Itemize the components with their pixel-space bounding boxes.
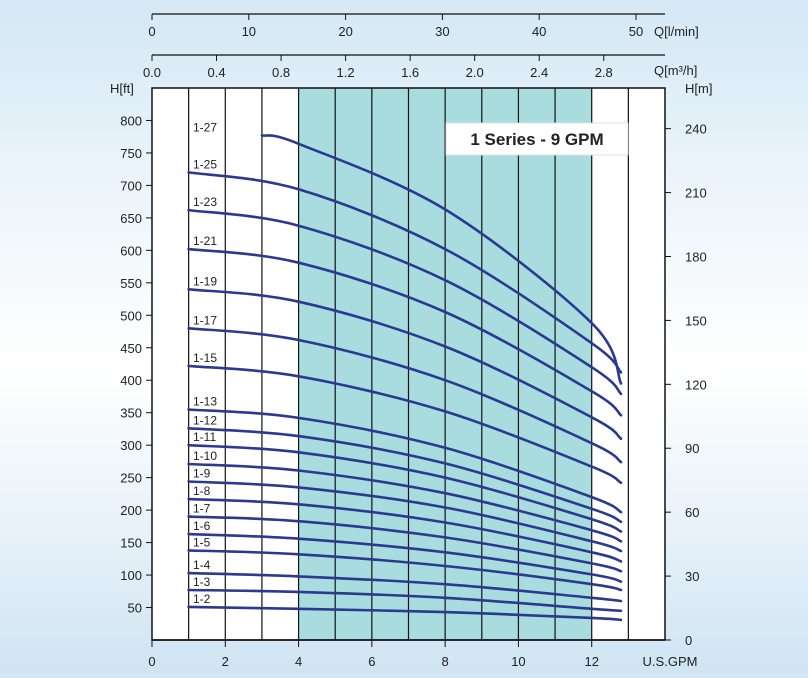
series-line-1-8 bbox=[187, 497, 623, 563]
series-label-1-25: 1-25 bbox=[193, 157, 217, 171]
series-line-1-9 bbox=[187, 480, 623, 553]
series-line-1-6 bbox=[187, 532, 623, 583]
series-line-1-4 bbox=[187, 571, 623, 603]
y-right-axis-label: H[m] bbox=[685, 81, 712, 96]
series-line-1-2 bbox=[187, 605, 623, 622]
series-line-1-19 bbox=[187, 288, 623, 440]
x-top-lmin-tick-label: 40 bbox=[532, 24, 546, 39]
y-right-tick-label: 210 bbox=[685, 186, 707, 201]
series-label-1-19: 1-19 bbox=[193, 274, 217, 288]
y-left-tick-label: 250 bbox=[120, 471, 142, 486]
series-line-1-21 bbox=[187, 247, 623, 417]
series-label-1-21: 1-21 bbox=[193, 234, 217, 248]
x-top-lmin-tick-label: 30 bbox=[435, 24, 449, 39]
y-left-tick-label: 700 bbox=[120, 178, 142, 193]
y-right-tick-label: 0 bbox=[685, 633, 692, 648]
series-label-1-10: 1-10 bbox=[193, 449, 217, 463]
x-top-m3h-tick-label: 0.0 bbox=[143, 65, 161, 80]
series-label-1-9: 1-9 bbox=[193, 467, 211, 481]
series-line-1-12 bbox=[187, 427, 623, 524]
x-bottom-tick-label: 12 bbox=[584, 654, 598, 669]
x-top-m3h-tick-label: 0.8 bbox=[272, 65, 290, 80]
series-label-1-15: 1-15 bbox=[193, 351, 217, 365]
y-right-tick-label: 60 bbox=[685, 505, 699, 520]
x-bottom-tick-label: 2 bbox=[222, 654, 229, 669]
series-label-1-4: 1-4 bbox=[193, 558, 211, 572]
y-left-tick-label: 550 bbox=[120, 276, 142, 291]
y-left-tick-label: 650 bbox=[120, 211, 142, 226]
x-top-lmin-tick-label: 0 bbox=[148, 24, 155, 39]
series-line-1-13 bbox=[187, 408, 623, 514]
x-bottom-tick-label: 0 bbox=[148, 654, 155, 669]
x-top-m3h-tick-label: 2.0 bbox=[466, 65, 484, 80]
x-top-lmin-tick-label: 50 bbox=[629, 24, 643, 39]
x-bottom-tick-label: 8 bbox=[442, 654, 449, 669]
series-label-1-27: 1-27 bbox=[193, 120, 217, 134]
series-label-1-12: 1-12 bbox=[193, 413, 217, 427]
y-left-tick-label: 500 bbox=[120, 308, 142, 323]
series-label-1-3: 1-3 bbox=[193, 575, 211, 589]
x-top-lmin-tick-label: 10 bbox=[242, 24, 256, 39]
series-line-1-11 bbox=[187, 443, 623, 533]
y-left-tick-label: 450 bbox=[120, 341, 142, 356]
y-left-axis-label: H[ft] bbox=[110, 81, 134, 96]
x-top-lmin-axis-label: Q[l/min] bbox=[654, 24, 699, 39]
y-right-tick-label: 30 bbox=[685, 569, 699, 584]
series-label-1-23: 1-23 bbox=[193, 195, 217, 209]
series-label-1-13: 1-13 bbox=[193, 394, 217, 408]
series-line-1-3 bbox=[187, 588, 623, 613]
y-left-tick-label: 100 bbox=[120, 568, 142, 583]
x-top-m3h-tick-label: 1.6 bbox=[401, 65, 419, 80]
title-box bbox=[445, 122, 629, 156]
y-right-tick-label: 120 bbox=[685, 377, 707, 392]
series-label-1-8: 1-8 bbox=[193, 484, 211, 498]
y-left-tick-label: 600 bbox=[120, 243, 142, 258]
y-left-tick-label: 50 bbox=[128, 601, 142, 616]
series-label-1-17: 1-17 bbox=[193, 313, 217, 327]
x-bottom-axis-label: U.S.GPM bbox=[643, 654, 698, 669]
series-line-1-17 bbox=[187, 327, 623, 464]
y-right-tick-label: 240 bbox=[685, 122, 707, 137]
y-right-tick-label: 90 bbox=[685, 441, 699, 456]
y-left-tick-label: 150 bbox=[120, 536, 142, 551]
y-right-tick-label: 180 bbox=[685, 249, 707, 264]
series-line-1-5 bbox=[187, 549, 623, 592]
x-top-m3h-tick-label: 2.4 bbox=[530, 65, 548, 80]
chart-title: 1 Series - 9 GPM bbox=[470, 130, 603, 149]
x-top-m3h-tick-label: 2.8 bbox=[595, 65, 613, 80]
series-line-1-7 bbox=[187, 515, 623, 573]
x-top-m3h-tick-label: 0.4 bbox=[207, 65, 225, 80]
x-bottom-tick-label: 6 bbox=[368, 654, 375, 669]
y-left-tick-label: 400 bbox=[120, 373, 142, 388]
x-top-m3h-tick-label: 1.2 bbox=[337, 65, 355, 80]
series-label-1-2: 1-2 bbox=[193, 592, 211, 606]
series-label-1-5: 1-5 bbox=[193, 535, 211, 549]
y-left-tick-label: 750 bbox=[120, 146, 142, 161]
y-left-tick-label: 200 bbox=[120, 503, 142, 518]
series-line-1-15 bbox=[187, 364, 623, 485]
x-bottom-tick-label: 4 bbox=[295, 654, 302, 669]
x-bottom-tick-label: 10 bbox=[511, 654, 525, 669]
y-right-tick-label: 150 bbox=[685, 313, 707, 328]
series-label-1-11: 1-11 bbox=[193, 430, 216, 444]
series-line-1-27 bbox=[260, 134, 623, 385]
series-line-1-23 bbox=[187, 208, 623, 396]
x-top-lmin-tick-label: 20 bbox=[338, 24, 352, 39]
y-left-tick-label: 800 bbox=[120, 113, 142, 128]
series-label-1-7: 1-7 bbox=[193, 502, 211, 516]
x-top-m3h-axis-label: Q[m³/h] bbox=[654, 63, 697, 78]
series-line-1-25 bbox=[187, 171, 623, 374]
y-left-tick-label: 350 bbox=[120, 406, 142, 421]
series-label-1-6: 1-6 bbox=[193, 519, 211, 533]
series-line-1-10 bbox=[187, 462, 623, 543]
y-left-tick-label: 300 bbox=[120, 438, 142, 453]
